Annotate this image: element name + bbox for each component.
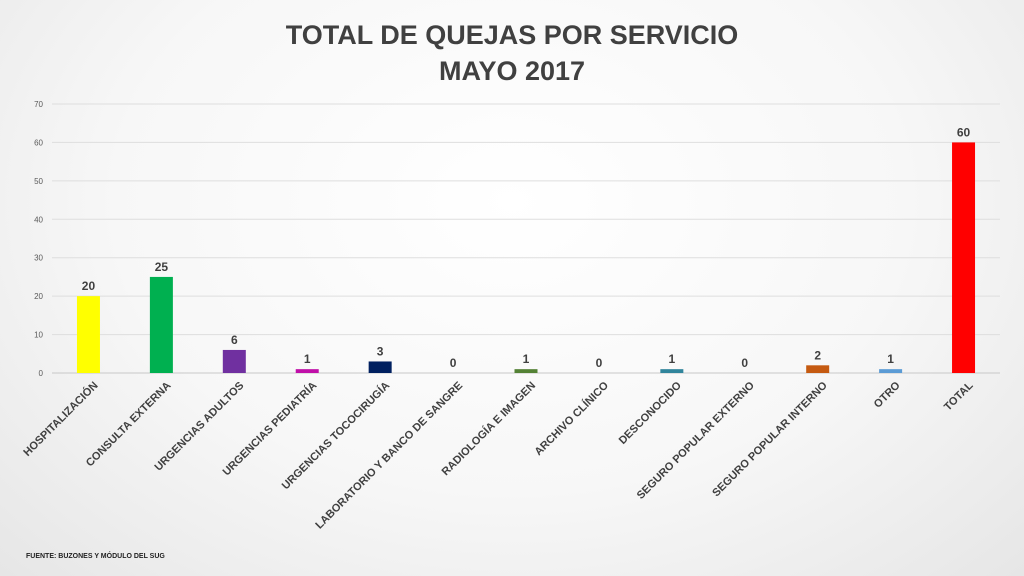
data-label: 1: [669, 352, 676, 366]
x-tick-label: OTRO: [872, 379, 903, 410]
x-tick-label: SEGURO POPULAR EXTERNO: [635, 379, 757, 501]
bar: [222, 349, 246, 373]
x-tick-label: CONSULTA EXTERNA: [84, 380, 174, 470]
y-tick-label: 0: [39, 369, 44, 378]
x-tick-label: SEGURO POPULAR INTERNO: [710, 379, 830, 499]
y-tick-label: 10: [34, 331, 43, 340]
source-footnote: FUENTE: BUZONES Y MÓDULO DEL SUG: [26, 553, 165, 560]
bar: [149, 276, 173, 373]
bar: [879, 369, 903, 373]
gridlines: [52, 103, 1000, 374]
data-label: 0: [741, 356, 748, 370]
data-label: 3: [377, 344, 384, 358]
data-labels: 20 25 6 1 3 0 1 0 1 0 2 1 60: [82, 125, 971, 370]
chart-title-line2: MAYO 2017: [438, 56, 586, 86]
y-tick-label: 20: [34, 292, 43, 301]
x-tick-label: HOSPITALIZACIÓN: [21, 379, 101, 459]
data-label: 0: [596, 356, 603, 370]
chart-title-line1: TOTAL DE QUEJAS POR SERVICIO: [285, 20, 739, 50]
y-tick-label: 40: [34, 215, 43, 224]
data-label: 1: [523, 352, 530, 366]
x-tick-label: ARCHIVO CLÍNICO: [532, 379, 612, 459]
bar: [660, 369, 684, 373]
x-tick-label: TOTAL: [942, 379, 976, 413]
y-tick-label: 70: [34, 100, 43, 109]
bar: [368, 361, 392, 373]
y-tick-label: 50: [34, 177, 43, 186]
data-label: 20: [82, 279, 96, 293]
bar: [295, 369, 319, 373]
data-label: 1: [887, 352, 894, 366]
bar: [514, 369, 538, 373]
bar: [76, 296, 100, 373]
x-tick-label: DESCONOCIDO: [617, 379, 685, 447]
x-tick-label: LABORATORIO Y BANCO DE SANGRE: [313, 380, 465, 532]
data-label: 25: [155, 260, 169, 274]
data-label: 2: [814, 348, 821, 362]
data-label: 1: [304, 352, 311, 366]
data-label: 6: [231, 333, 238, 347]
y-tick-label: 30: [34, 254, 43, 263]
y-tick-label: 60: [34, 138, 43, 147]
y-axis-ticks: 0 10 20 30 40 50 60 70: [34, 100, 43, 378]
data-label: 0: [450, 356, 457, 370]
bars: [76, 142, 976, 373]
data-label: 60: [957, 125, 971, 139]
bar: [952, 142, 976, 373]
bar: [806, 365, 830, 373]
